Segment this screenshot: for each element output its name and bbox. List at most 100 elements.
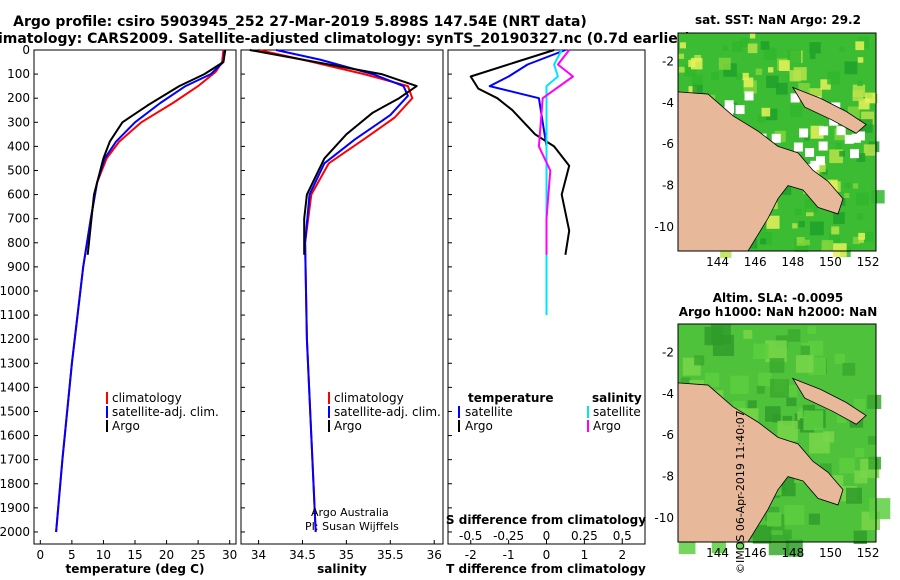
s-tick-label: 0: [543, 529, 551, 543]
depth-tick-label: 1500: [0, 404, 30, 418]
map-pixel: [863, 231, 874, 242]
map-pixel: [792, 223, 798, 229]
depth-tick-label: 2000: [0, 525, 30, 539]
map-pixel: [803, 410, 824, 431]
map-pixel: [736, 541, 745, 550]
map-pixel: [854, 470, 868, 484]
map-pixel: [863, 144, 876, 156]
map-pixel: [832, 475, 844, 486]
map-pixel: [787, 329, 801, 342]
legend-temperature-title: temperature: [468, 391, 553, 405]
map-x-tick-label: 152: [857, 546, 880, 560]
series-line-argo: [86, 49, 227, 255]
map-missing: [724, 106, 734, 116]
sla-map: 144 146 148 150 152 -2 -4 -6 -8 -10: [654, 323, 891, 560]
depth-tick-label: 1700: [0, 453, 30, 467]
map-x-tick-label: 144: [706, 255, 729, 269]
map-pixel: [828, 233, 841, 245]
map-missing: [799, 128, 809, 138]
map-pixel: [831, 226, 840, 235]
x-tick-label: 36: [427, 548, 442, 562]
legend-satellite: satellite-adj. clim.: [112, 405, 219, 419]
map-pixel: [786, 396, 797, 407]
map-pixel: [775, 82, 788, 95]
depth-tick-label: 1900: [0, 501, 30, 515]
map-pixel: [856, 153, 866, 162]
map-pixel: [765, 108, 778, 121]
map-pixel: [809, 53, 816, 59]
map-pixel: [869, 498, 891, 520]
map-pixel: [835, 142, 843, 150]
map-y-tick-label: -4: [662, 96, 674, 110]
depth-tick-label: 0: [22, 43, 30, 57]
map-pixel: [678, 66, 685, 73]
map-pixel: [704, 372, 720, 388]
map-pixel: [769, 358, 785, 373]
legend-s-argo: Argo: [593, 419, 621, 433]
map-pixel: [747, 400, 757, 410]
map-pixel: [866, 92, 873, 99]
map-y-tick-label: -2: [662, 54, 674, 68]
map-pixel: [852, 183, 859, 189]
map-pixel: [678, 53, 685, 59]
map-land-new-britain: [791, 377, 867, 425]
map-pixel: [766, 215, 780, 229]
depth-tick-label: 500: [7, 163, 30, 177]
map-pixel: [736, 73, 743, 80]
temperature-xlabel: temperature (deg C): [66, 562, 205, 576]
map-x-tick-label: 148: [781, 255, 804, 269]
map-y-tick-label: -6: [662, 428, 674, 442]
x-tick-label: 1: [581, 548, 589, 562]
series-line-satellite-adj-clim-: [55, 49, 226, 533]
x-tick-label: 5: [68, 548, 76, 562]
map-y-tick-label: -8: [662, 179, 674, 193]
map-pixel: [785, 539, 803, 557]
map-pixel: [722, 45, 729, 51]
difference-xlabel: T difference from climatology: [446, 562, 646, 576]
map-pixel: [720, 246, 732, 258]
salinity-xlabel: salinity: [317, 562, 367, 576]
map-pixel: [747, 43, 758, 54]
map-pixel: [804, 239, 810, 246]
x-tick-label: 35.5: [377, 548, 404, 562]
map-pixel: [692, 74, 703, 86]
map-pixel: [680, 377, 691, 388]
series-line-t-argo: [469, 49, 571, 255]
temperature-legend: climatology satellite-adj. clim. Argo: [106, 391, 219, 433]
map-pixel: [761, 107, 771, 117]
depth-tick-label: 1300: [0, 356, 30, 370]
map-pixel: [704, 326, 723, 346]
map-pixel: [822, 169, 828, 175]
x-tick-label: 15: [127, 548, 142, 562]
map-pixel: [798, 82, 810, 95]
map-pixel: [858, 98, 870, 110]
map-pixel: [711, 72, 719, 80]
map-pixel: [767, 512, 782, 527]
map-missing: [793, 142, 803, 152]
depth-tick-label: 800: [7, 236, 30, 250]
x-tick-label: 34: [251, 548, 266, 562]
s-tick-label: -0.5: [459, 529, 482, 543]
x-tick-label: 30: [222, 548, 237, 562]
map-pixel: [844, 182, 851, 189]
map-pixel: [760, 238, 767, 245]
depth-tick-label: 1000: [0, 284, 30, 298]
map-missing: [836, 126, 846, 136]
map-pixel: [763, 47, 777, 61]
map-pixel: [690, 57, 703, 70]
map-pixel: [749, 33, 756, 39]
map-pixel: [784, 505, 805, 525]
map-pixel: [804, 135, 810, 141]
map-pixel: [755, 68, 763, 76]
map-pixel: [760, 41, 770, 50]
legend-s-satellite: satellite: [593, 405, 641, 419]
x-tick-label: 0: [36, 548, 44, 562]
map-pixel: [833, 212, 845, 224]
map-x-tick-label: 150: [819, 255, 842, 269]
depth-tick-label: 1100: [0, 308, 30, 322]
map-pixel: [730, 375, 749, 395]
title-line-1: Argo profile: csiro 5903945_252 27-Mar-2…: [13, 14, 587, 30]
map-pixel: [847, 106, 860, 119]
s-tick-label: 0.5: [613, 529, 632, 543]
